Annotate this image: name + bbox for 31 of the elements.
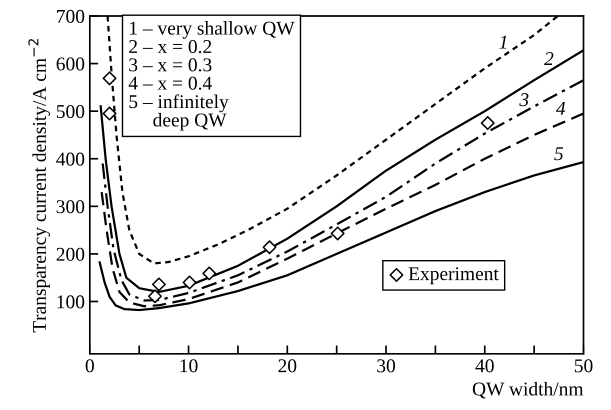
x-tick-label: 50 (574, 359, 592, 372)
series-label: 2 (544, 52, 554, 65)
y-tick-label: 100 (58, 295, 84, 308)
point (102, 106, 117, 121)
series-label: 1 (499, 36, 506, 48)
point (148, 289, 162, 304)
y-axis-title: Transparency current density/A cm$^{−2}$ (28, 39, 50, 332)
point (480, 116, 495, 130)
point (152, 277, 166, 292)
x-tick-label: 20 (278, 359, 296, 372)
series-label: 5 (554, 147, 564, 160)
point (102, 71, 117, 86)
point (202, 266, 216, 280)
y-tick-label: 400 (56, 152, 84, 166)
series-label: 4 (556, 102, 566, 115)
x-axis-title: QW width/nm (472, 382, 584, 399)
point (182, 275, 197, 290)
x-tick-label: 40 (475, 359, 494, 372)
x-tick-label: 0 (86, 359, 94, 372)
x-tick-label: 10 (180, 359, 198, 372)
y-tick-label: 700 (57, 10, 84, 23)
x-tick-label: 30 (377, 359, 396, 372)
y-tick-label: 200 (56, 248, 84, 261)
point (262, 240, 276, 254)
series-label: 3 (519, 93, 528, 106)
y-tick-label: 300 (56, 200, 84, 214)
point (330, 226, 345, 240)
annotation: 1 – very shallow QW 2 – x = 0.2 3 – x = 0.3 4 – x = 0.4 5 – infinitely deep QW (128, 21, 295, 131)
y-tick-label: 600 (56, 57, 84, 71)
legend-label: Experiment (408, 267, 499, 284)
y-tick-label: 500 (56, 104, 84, 118)
